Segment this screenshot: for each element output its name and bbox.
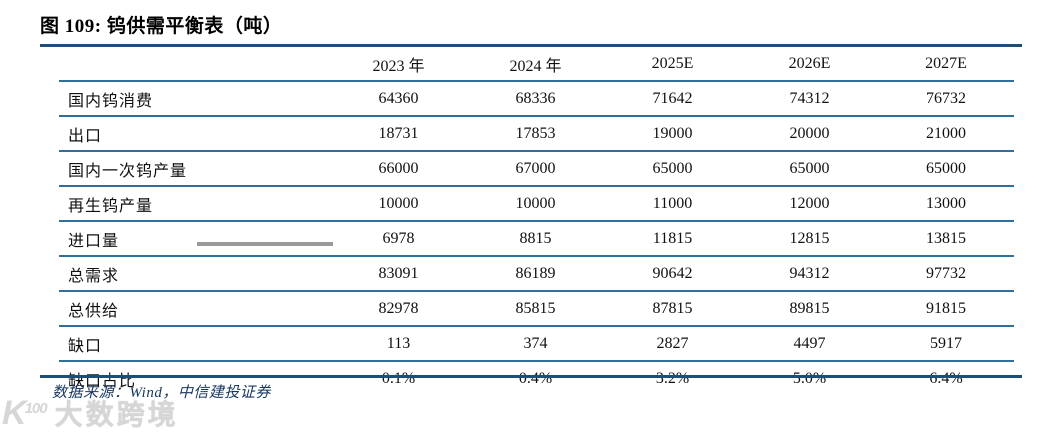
cell: 65000: [878, 151, 1014, 187]
row-label: 缺口: [59, 326, 330, 362]
cell: 6.4%: [929, 369, 963, 387]
cell: 113: [330, 326, 467, 362]
row-label: 出口: [59, 116, 330, 152]
cell: 76732: [878, 81, 1014, 117]
row-label: 总供给: [59, 291, 330, 327]
table-row: 出口 18731 17853 19000 20000 21000: [59, 116, 1014, 152]
cell: 74312: [741, 81, 878, 117]
cell: 20000: [741, 116, 878, 152]
bottom-rule-divider: [40, 375, 1022, 378]
table-row: 国内一次钨产量 66000 67000 65000 65000 65000: [59, 151, 1014, 187]
row-label: 进口量: [59, 221, 330, 257]
cell: 21000: [878, 116, 1014, 152]
cell: 19000: [604, 116, 741, 152]
cell: 66000: [330, 151, 467, 187]
cell: 10000: [330, 186, 467, 222]
table-row: 总需求 83091 86189 90642 94312 97732: [59, 256, 1014, 292]
cell: 4497: [741, 326, 878, 362]
cell: 0.1%: [381, 369, 416, 387]
cell: 12815: [741, 221, 878, 257]
cell: 12000: [741, 186, 878, 222]
table-row: 再生钨产量 10000 10000 11000 12000 13000: [59, 186, 1014, 222]
row-label: 总需求: [59, 256, 330, 292]
cell: 87815: [604, 291, 741, 327]
table-header-row: 2023 年 2024 年 2025E 2026E 2027E: [59, 47, 1014, 82]
figure-title: 图 109: 钨供需平衡表（吨）: [40, 16, 283, 37]
cell: 13000: [878, 186, 1014, 222]
cell: 89815: [741, 291, 878, 327]
cell: 11000: [604, 186, 741, 222]
cell: 5.0%: [792, 369, 827, 387]
cell: 68336: [467, 81, 604, 117]
cell: 374: [467, 326, 604, 362]
cell: 86189: [467, 256, 604, 292]
header-cell-year: 2025E: [604, 47, 741, 82]
row-label: 国内钨消费: [59, 81, 330, 117]
cell: 90642: [604, 256, 741, 292]
cell: 65000: [741, 151, 878, 187]
cell: 82978: [330, 291, 467, 327]
table-row: 国内钨消费 64360 68336 71642 74312 76732: [59, 81, 1014, 117]
cell: 83091: [330, 256, 467, 292]
row-label: 再生钨产量: [59, 186, 330, 222]
cell: 94312: [741, 256, 878, 292]
cell: 85815: [467, 291, 604, 327]
header-cell-year: 2023 年: [330, 47, 467, 82]
cell: 5917: [878, 326, 1014, 362]
cell: 11815: [604, 221, 741, 257]
watermark-logo-icon: K100: [2, 394, 48, 432]
watermark-brand-text: 大数跨境: [54, 399, 179, 430]
cell: 17853: [467, 116, 604, 152]
cell: 91815: [878, 291, 1014, 327]
cell: 18731: [330, 116, 467, 152]
supply-demand-table: 2023 年 2024 年 2025E 2026E 2027E 国内钨消费 64…: [59, 47, 1014, 395]
header-cell-empty: [59, 47, 330, 82]
watermark: K100 大数跨境: [2, 396, 179, 430]
data-source-note: 数据来源：Wind，中信建投证券: [52, 385, 271, 401]
cell: 65000: [604, 151, 741, 187]
cell: 3.2%: [655, 369, 690, 387]
cell: 71642: [604, 81, 741, 117]
cell: 2827: [604, 326, 741, 362]
cell: 13815: [878, 221, 1014, 257]
table-row: 总供给 82978 85815 87815 89815 91815: [59, 291, 1014, 327]
header-cell-year: 2024 年: [467, 47, 604, 82]
cell: 8815: [467, 221, 604, 257]
row-label: 国内一次钨产量: [59, 151, 330, 187]
cell: 0.4%: [518, 369, 553, 387]
cell: 64360: [330, 81, 467, 117]
table-row: 缺口 113 374 2827 4497 5917: [59, 326, 1014, 362]
cell: 6978: [330, 221, 467, 257]
cell: 67000: [467, 151, 604, 187]
cell: 10000: [467, 186, 604, 222]
table-row: 进口量 6978 8815 11815 12815 13815: [59, 221, 1014, 257]
header-cell-year: 2027E: [878, 47, 1014, 82]
gray-border-segment: [197, 242, 333, 246]
header-cell-year: 2026E: [741, 47, 878, 82]
top-rule-divider: [40, 44, 1022, 47]
cell: 97732: [878, 256, 1014, 292]
